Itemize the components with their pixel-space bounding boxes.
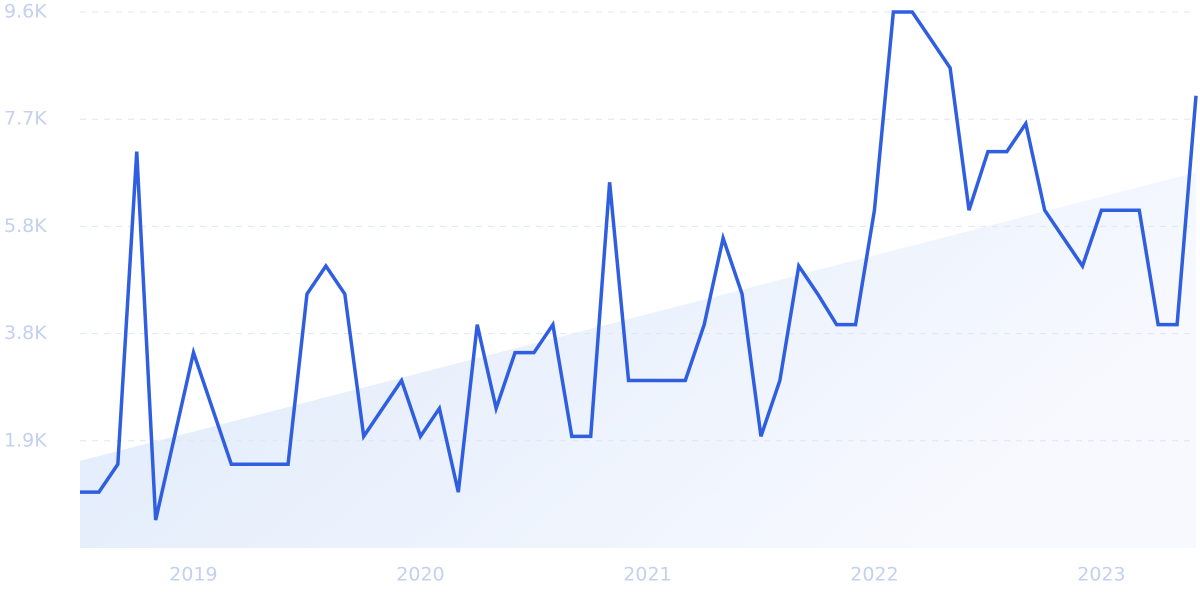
y-tick-label: 7.7K [4, 108, 47, 130]
y-tick-label: 5.8K [4, 215, 47, 237]
line [80, 10, 1198, 521]
x-tick-label: 2021 [623, 564, 671, 586]
x-tick-label: 2023 [1077, 564, 1125, 586]
y-tick-label: 9.6K [4, 1, 47, 23]
x-tick-label: 2019 [169, 564, 217, 586]
y-tick-label: 3.8K [4, 322, 47, 344]
trend-area [80, 172, 1196, 548]
x-tick-label: 2022 [850, 564, 898, 586]
x-tick-label: 2020 [396, 564, 444, 586]
y-tick-label: 1.9K [4, 429, 47, 451]
